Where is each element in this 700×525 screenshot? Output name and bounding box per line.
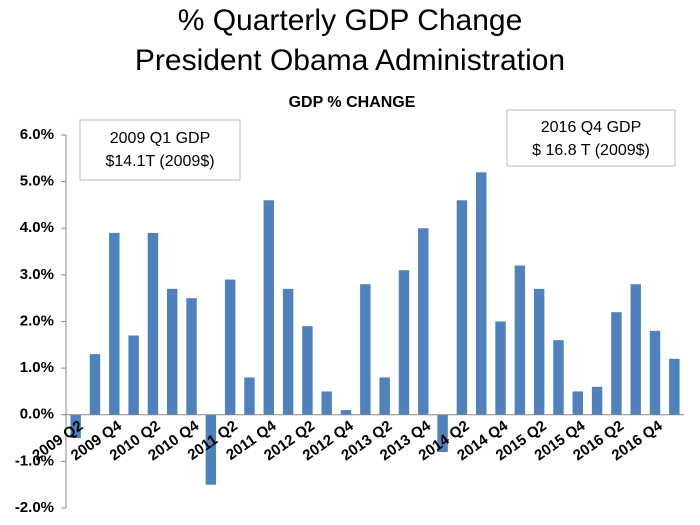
annotation: $ 16.8 T (2009$)	[532, 142, 650, 159]
bar	[340, 410, 352, 415]
bar	[360, 284, 371, 415]
bar	[649, 330, 661, 415]
chart-subtitle: President Obama Administration	[135, 44, 565, 77]
bar	[533, 288, 545, 415]
bar	[224, 279, 236, 415]
annotation: $14.1T (2009$)	[105, 153, 214, 170]
bar	[167, 288, 178, 415]
bar	[398, 270, 410, 415]
bar	[669, 358, 680, 415]
y-tick-label: 3.0%	[20, 266, 54, 283]
bar	[282, 288, 294, 415]
annotation: 2009 Q1 GDP	[110, 130, 211, 147]
bar	[379, 377, 390, 415]
bar	[109, 232, 120, 415]
bar	[147, 232, 159, 415]
y-tick-label: 1.0%	[20, 359, 54, 376]
y-tick-label: 4.0%	[20, 219, 54, 236]
bar	[321, 391, 332, 415]
bar	[611, 312, 622, 415]
bar	[456, 200, 468, 415]
bar	[495, 321, 506, 415]
annotation-box	[506, 109, 676, 167]
y-tick-label: 5.0%	[20, 173, 54, 190]
annotation-box	[79, 119, 241, 181]
y-tick-label: 0.0%	[20, 406, 54, 423]
y-tick-label: 6.0%	[20, 126, 54, 143]
bar	[302, 326, 313, 415]
plot-heading: GDP % CHANGE	[289, 94, 416, 111]
bar	[591, 386, 603, 415]
bar	[89, 354, 101, 415]
bar	[186, 298, 197, 415]
bar	[437, 414, 448, 453]
bar	[418, 228, 429, 415]
annotation: 2016 Q4 GDP	[541, 119, 642, 136]
bar	[263, 200, 274, 415]
y-tick-label: -2.0%	[15, 499, 54, 516]
bar	[205, 414, 217, 485]
bar	[553, 340, 564, 415]
y-tick-label: 2.0%	[20, 312, 54, 329]
bar	[128, 335, 139, 415]
bar	[70, 414, 81, 439]
bar	[514, 265, 526, 415]
chart-title: % Quarterly GDP Change	[178, 4, 523, 37]
y-tick-label: -1.0%	[15, 452, 54, 469]
bar	[572, 391, 583, 415]
bar	[476, 172, 487, 415]
bar	[244, 377, 255, 415]
bar	[630, 284, 641, 415]
